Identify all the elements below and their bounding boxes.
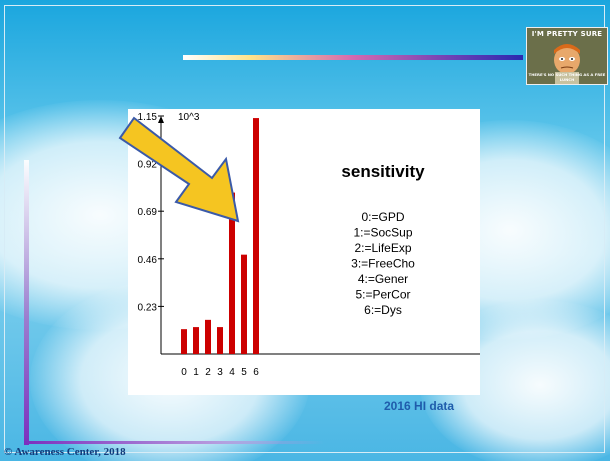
legend-entry: 5:=PerCor — [355, 288, 410, 302]
bar — [217, 327, 223, 354]
bar — [193, 327, 199, 354]
y-tick-label: 0.92 — [138, 160, 158, 171]
data-source-caption: 2016 HI data — [384, 399, 455, 413]
bottom-accent-line — [24, 441, 324, 444]
y-tick-label: 1.15 — [138, 112, 158, 123]
x-tick-label: 0 — [181, 367, 187, 378]
bar — [205, 319, 211, 354]
legend-entry: 1:=SocSup — [353, 226, 412, 240]
y-axis-arrow-icon — [158, 116, 164, 123]
legend-entry: 3:=FreeCho — [351, 257, 415, 271]
legend-entry: 0:=GPD — [361, 210, 404, 224]
y-tick-label: 0.46 — [138, 255, 158, 266]
legend-entry: 2:=LifeExp — [354, 241, 411, 255]
bar — [241, 254, 247, 354]
bar — [229, 192, 235, 354]
copyright-notice: © Awareness Center, 2018 — [4, 446, 126, 458]
x-tick-label: 1 — [193, 367, 199, 378]
y-tick-label: 0.23 — [138, 302, 158, 313]
bar — [253, 118, 259, 354]
left-accent-line — [24, 160, 29, 445]
title-divider-line — [183, 55, 523, 60]
x-tick-label: 4 — [229, 367, 235, 378]
legend-entry: 4:=Gener — [358, 272, 408, 286]
x-tick-label: 2 — [205, 367, 211, 378]
meme-face-icon — [554, 44, 580, 84]
x-tick-label: 6 — [253, 367, 259, 378]
x-tick-label: 5 — [241, 367, 247, 378]
bar — [181, 329, 187, 354]
chart-title: sensitivity — [341, 162, 425, 181]
x-tick-label: 3 — [217, 367, 223, 378]
meme-bottom-text: THERE'S NO SUCH THING AS A FREE LUNCH — [528, 72, 606, 82]
meme-top-text: I'M PRETTY SURE — [531, 30, 603, 38]
slide-frame — [4, 5, 605, 453]
meme-image: I'M PRETTY SURE THERE'S NO SUCH THING AS… — [526, 27, 608, 85]
y-scale-label: 10^3 — [178, 112, 200, 123]
legend-entry: 6:=Dys — [364, 303, 402, 317]
y-tick-label: 0.69 — [138, 207, 158, 218]
